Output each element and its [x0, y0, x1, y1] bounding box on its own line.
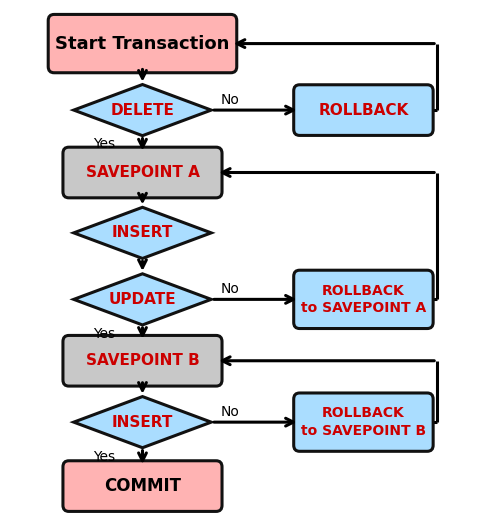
Text: INSERT: INSERT [112, 414, 173, 430]
Polygon shape [74, 274, 211, 325]
Text: INSERT: INSERT [112, 226, 173, 240]
Text: No: No [221, 93, 240, 107]
Polygon shape [74, 207, 211, 258]
FancyBboxPatch shape [294, 85, 433, 135]
Text: ROLLBACK: ROLLBACK [318, 103, 408, 117]
Text: ROLLBACK
to SAVEPOINT A: ROLLBACK to SAVEPOINT A [301, 284, 426, 315]
FancyBboxPatch shape [48, 15, 237, 73]
FancyBboxPatch shape [63, 461, 222, 512]
Text: SAVEPOINT B: SAVEPOINT B [86, 353, 199, 368]
Text: COMMIT: COMMIT [104, 477, 181, 495]
Text: No: No [221, 405, 240, 419]
FancyBboxPatch shape [63, 336, 222, 386]
Text: UPDATE: UPDATE [109, 292, 176, 307]
Text: No: No [221, 282, 240, 296]
Text: DELETE: DELETE [111, 103, 174, 117]
Polygon shape [74, 397, 211, 448]
Text: ROLLBACK
to SAVEPOINT B: ROLLBACK to SAVEPOINT B [301, 407, 426, 438]
Polygon shape [74, 85, 211, 136]
FancyBboxPatch shape [63, 147, 222, 198]
Text: Yes: Yes [93, 137, 116, 151]
Text: Yes: Yes [93, 449, 116, 464]
Text: SAVEPOINT A: SAVEPOINT A [86, 165, 199, 180]
FancyBboxPatch shape [294, 270, 433, 328]
Text: Yes: Yes [93, 327, 116, 341]
FancyBboxPatch shape [294, 393, 433, 452]
Text: Start Transaction: Start Transaction [55, 34, 229, 53]
